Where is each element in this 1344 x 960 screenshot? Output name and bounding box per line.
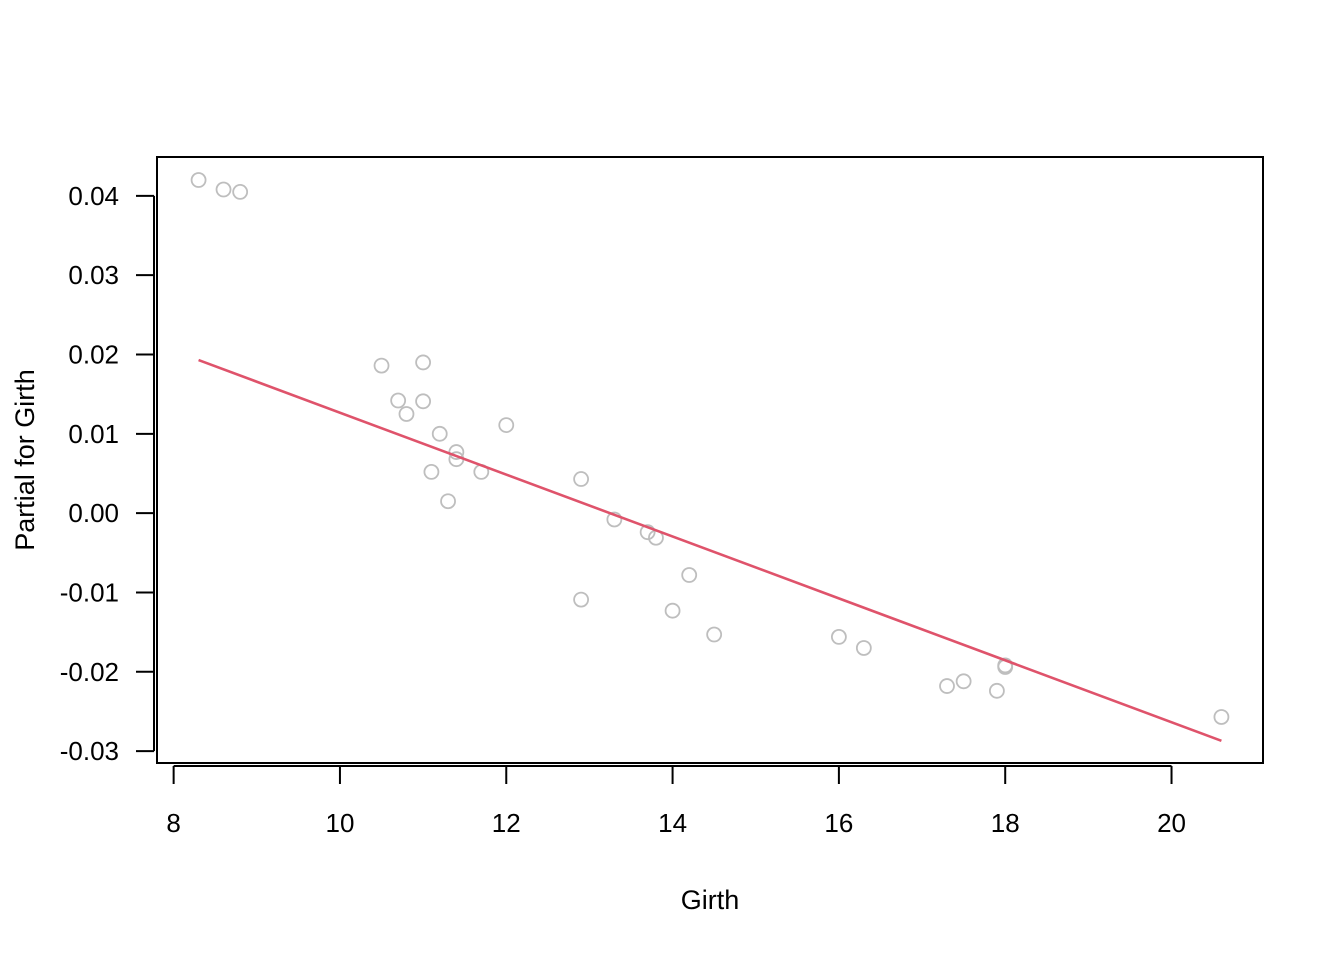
data-point	[390, 392, 407, 409]
y-tick-label: 0.01	[68, 419, 119, 449]
data-point	[573, 591, 590, 608]
data-point	[955, 673, 972, 690]
x-tick-label: 10	[325, 808, 354, 838]
data-point	[440, 493, 456, 510]
data-point	[855, 640, 872, 656]
y-tick-label: 0.03	[68, 260, 119, 290]
x-axis: 8 10 12 14 16 18 20	[166, 765, 1186, 838]
data-point	[373, 357, 390, 374]
x-tick-label: 14	[658, 808, 687, 838]
y-axis: -0.03 -0.02 -0.01 0.00 0.01 0.02 0.03 0.04	[60, 181, 155, 766]
y-tick-label: -0.01	[60, 577, 119, 607]
data-point	[681, 567, 698, 583]
data-point	[215, 181, 232, 198]
x-tick-label: 12	[492, 808, 521, 838]
data-point	[997, 657, 1014, 674]
x-tick-label: 18	[991, 808, 1020, 838]
data-point	[232, 184, 249, 200]
data-point	[1213, 709, 1230, 725]
data-point	[431, 425, 448, 442]
data-point	[939, 678, 955, 694]
data-point	[606, 511, 623, 528]
x-tick-label: 16	[824, 808, 853, 838]
y-tick-label: -0.03	[60, 736, 119, 766]
data-point	[398, 406, 415, 422]
y-tick-label: 0.00	[68, 498, 119, 528]
data-point	[190, 172, 207, 188]
data-point	[498, 417, 515, 433]
y-tick-label: 0.04	[68, 181, 119, 211]
data-point	[664, 602, 681, 619]
scatter-points	[190, 172, 1230, 725]
data-point	[830, 628, 847, 645]
plot-frame	[156, 156, 1264, 764]
data-point	[415, 354, 432, 371]
data-point	[423, 463, 440, 480]
data-point	[573, 471, 590, 487]
data-point	[639, 524, 656, 541]
fit-line-layer	[198, 358, 1222, 743]
y-tick-label: 0.02	[68, 340, 119, 370]
x-tick-label: 8	[166, 808, 180, 838]
data-point	[988, 682, 1005, 699]
data-point	[415, 393, 432, 410]
x-tick-label: 20	[1157, 808, 1186, 838]
y-axis-label: Partial for Girth	[10, 369, 40, 551]
x-axis-label: Girth	[681, 885, 740, 915]
fit-line	[198, 358, 1222, 743]
data-point	[706, 626, 723, 643]
y-tick-label: -0.02	[60, 657, 119, 687]
